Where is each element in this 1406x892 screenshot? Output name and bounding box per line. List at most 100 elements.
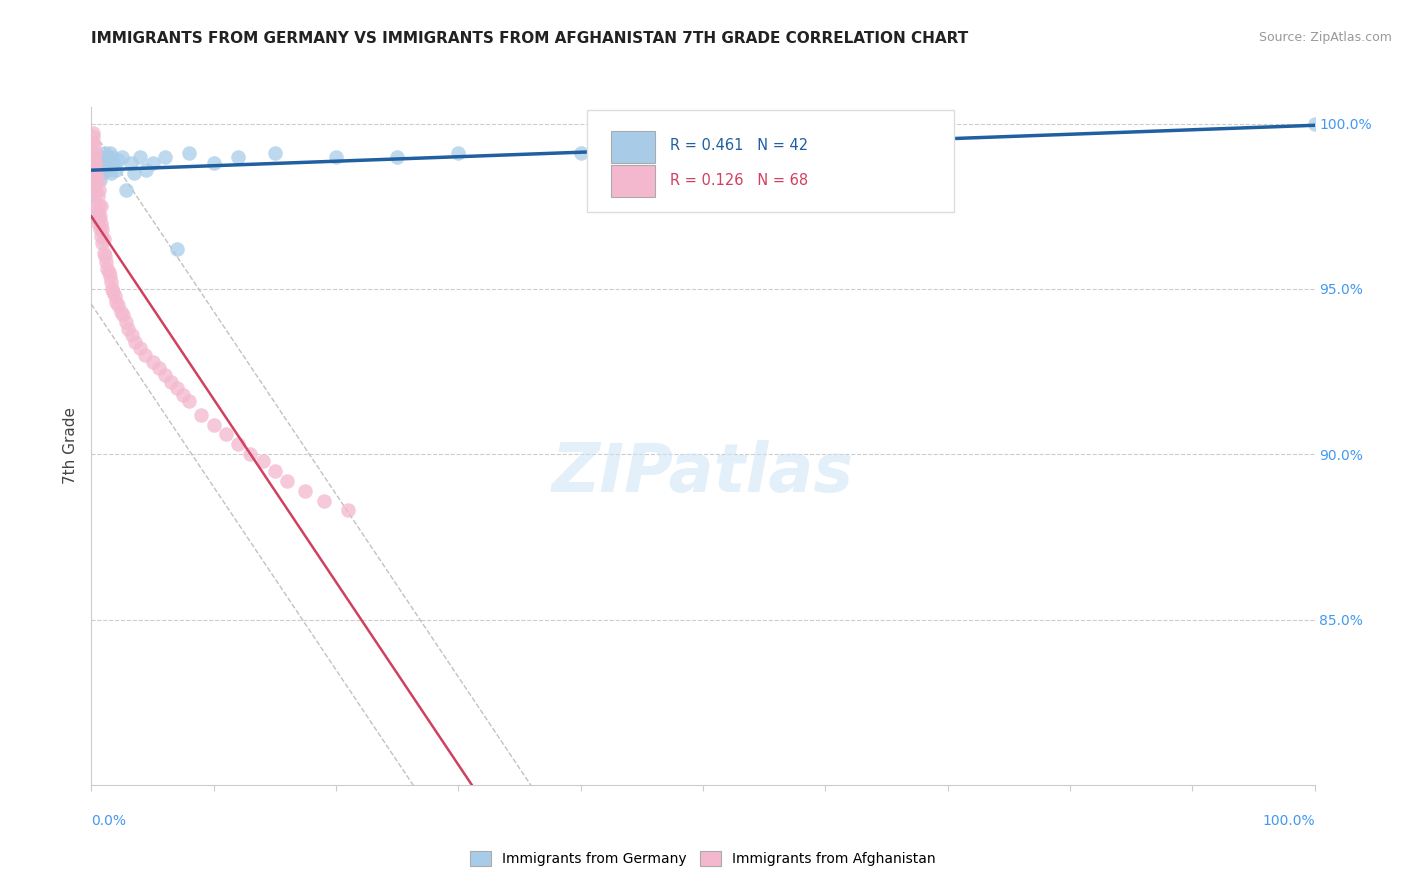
- Point: [124, 334, 146, 349]
- Point: [100, 166, 122, 180]
- Point: [90, 216, 112, 230]
- Text: IMMIGRANTS FROM GERMANY VS IMMIGRANTS FROM AFGHANISTAN 7TH GRADE CORRELATION CHA: IMMIGRANTS FROM GERMANY VS IMMIGRANTS FR…: [91, 31, 969, 46]
- Point: [325, 150, 347, 164]
- Point: [87, 162, 110, 177]
- Point: [91, 235, 114, 250]
- Point: [86, 166, 108, 180]
- Point: [84, 199, 107, 213]
- Point: [83, 162, 105, 177]
- Point: [94, 249, 117, 263]
- FancyBboxPatch shape: [612, 165, 655, 196]
- Y-axis label: 7th Grade: 7th Grade: [63, 408, 79, 484]
- Point: [101, 150, 124, 164]
- Point: [90, 150, 112, 164]
- Point: [86, 173, 108, 187]
- Point: [90, 156, 112, 170]
- Point: [84, 176, 107, 190]
- Point: [114, 183, 136, 197]
- Point: [148, 361, 170, 376]
- Point: [87, 212, 110, 227]
- Point: [82, 129, 104, 144]
- Point: [447, 146, 470, 161]
- Point: [202, 417, 225, 432]
- Point: [226, 150, 249, 164]
- Point: [239, 447, 262, 461]
- FancyBboxPatch shape: [612, 131, 655, 162]
- Point: [104, 288, 127, 302]
- Point: [153, 150, 176, 164]
- Point: [86, 206, 108, 220]
- Point: [90, 199, 112, 213]
- Point: [82, 136, 104, 151]
- Point: [385, 150, 409, 164]
- Point: [114, 315, 136, 329]
- Point: [117, 321, 139, 335]
- Point: [101, 282, 124, 296]
- Point: [97, 162, 120, 177]
- Point: [84, 156, 107, 170]
- Point: [190, 408, 212, 422]
- Point: [135, 162, 157, 177]
- Point: [89, 209, 111, 223]
- Point: [202, 156, 225, 170]
- Point: [86, 216, 108, 230]
- Point: [141, 354, 163, 368]
- Point: [104, 295, 127, 310]
- Point: [264, 146, 287, 161]
- Point: [86, 150, 108, 164]
- Point: [94, 146, 117, 161]
- Legend: Immigrants from Germany, Immigrants from Afghanistan: Immigrants from Germany, Immigrants from…: [470, 851, 936, 866]
- Text: R = 0.126   N = 68: R = 0.126 N = 68: [671, 173, 808, 187]
- Point: [82, 209, 104, 223]
- Point: [84, 166, 107, 180]
- Point: [129, 342, 152, 356]
- Text: 100.0%: 100.0%: [1263, 814, 1315, 828]
- Point: [215, 427, 238, 442]
- Point: [87, 183, 110, 197]
- Point: [86, 189, 108, 203]
- Point: [82, 127, 104, 141]
- Point: [83, 189, 105, 203]
- Point: [337, 503, 360, 517]
- Point: [89, 222, 111, 236]
- Point: [83, 176, 105, 190]
- Point: [166, 381, 188, 395]
- Point: [134, 348, 156, 362]
- Point: [179, 394, 201, 409]
- Point: [264, 464, 287, 478]
- Point: [84, 156, 107, 170]
- Point: [93, 160, 115, 174]
- Point: [84, 156, 107, 170]
- Point: [83, 150, 105, 164]
- Point: [96, 150, 118, 164]
- Point: [226, 437, 249, 451]
- Point: [83, 139, 105, 153]
- Point: [96, 262, 118, 277]
- Point: [87, 199, 110, 213]
- Point: [814, 143, 837, 157]
- Point: [93, 232, 115, 246]
- Point: [111, 150, 134, 164]
- Point: [98, 146, 121, 161]
- Point: [312, 493, 335, 508]
- Point: [93, 245, 115, 260]
- Text: ZIPatlas: ZIPatlas: [553, 440, 853, 506]
- Text: Source: ZipAtlas.com: Source: ZipAtlas.com: [1258, 31, 1392, 45]
- Point: [153, 368, 176, 382]
- Point: [84, 186, 107, 200]
- Point: [94, 255, 117, 269]
- Point: [97, 265, 120, 279]
- Point: [89, 173, 111, 187]
- Point: [110, 305, 132, 319]
- Point: [84, 169, 107, 184]
- Point: [160, 375, 183, 389]
- Point: [91, 222, 114, 236]
- Point: [100, 275, 122, 289]
- Text: 0.0%: 0.0%: [91, 814, 127, 828]
- Point: [112, 309, 135, 323]
- Point: [93, 153, 115, 167]
- Point: [294, 483, 316, 498]
- Point: [98, 268, 121, 283]
- Text: R = 0.461   N = 42: R = 0.461 N = 42: [671, 138, 808, 153]
- Point: [121, 328, 143, 343]
